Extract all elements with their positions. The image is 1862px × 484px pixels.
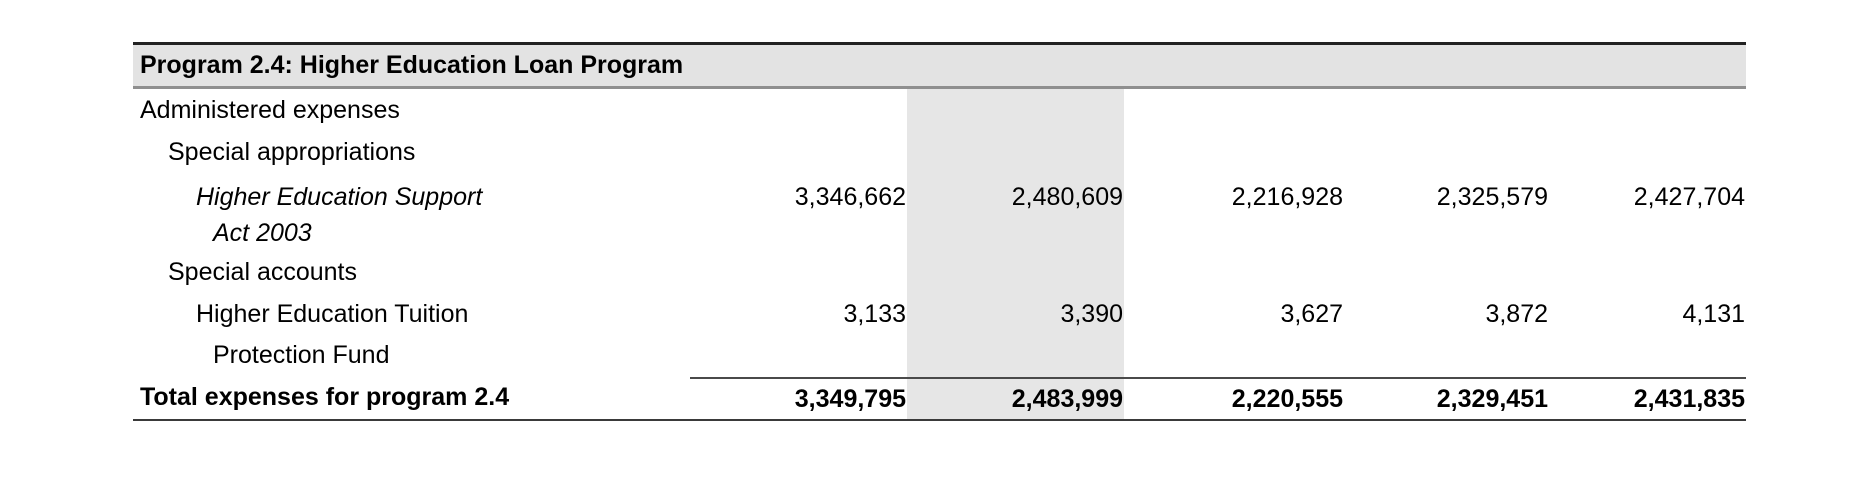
empty-cell xyxy=(1549,131,1746,173)
row-label: Special accounts xyxy=(168,258,358,286)
empty-cell xyxy=(1549,89,1746,131)
table-title: Program 2.4: Higher Education Loan Progr… xyxy=(133,45,1746,89)
row-tuition-protection-fund: Higher Education Tuition Protection Fund… xyxy=(133,293,1746,377)
total-value-cell: 2,329,451 xyxy=(1344,377,1549,419)
row-label-line2: Protection Fund xyxy=(213,341,390,369)
value-cell: 3,872 xyxy=(1485,300,1548,328)
row-label: Administered expenses xyxy=(140,96,400,124)
row-label-line2: Act 2003 xyxy=(213,219,312,247)
row-label-line1: Higher Education Support xyxy=(196,183,483,211)
empty-cell xyxy=(1344,131,1549,173)
empty-cell xyxy=(907,131,1124,173)
value-cell: 3,627 xyxy=(1280,300,1343,328)
value-cell: 3,346,662 xyxy=(794,183,906,211)
value-cell-highlighted: 3,390 xyxy=(1060,300,1123,328)
row-administered-expenses: Administered expenses xyxy=(133,89,1746,131)
empty-cell xyxy=(1124,89,1344,131)
row-label-line1: Higher Education Tuition xyxy=(196,300,469,328)
total-value-cell: 3,349,795 xyxy=(690,377,907,419)
row-special-appropriations: Special appropriations xyxy=(133,131,1746,173)
row-label: Higher Education Support Act 2003 xyxy=(133,179,690,251)
highlighted-column-band xyxy=(907,89,1124,419)
total-value-cell: 2,220,555 xyxy=(1124,377,1344,419)
value-cell: 4,131 xyxy=(1682,300,1745,328)
value-cell: 3,133 xyxy=(843,300,906,328)
value-cell: 2,216,928 xyxy=(1231,183,1343,211)
total-row-label: Total expenses for program 2.4 xyxy=(140,383,510,411)
empty-cell xyxy=(907,89,1124,131)
empty-cell xyxy=(690,131,907,173)
empty-cell xyxy=(690,251,907,293)
row-total-expenses: Total expenses for program 2.4 3,349,795… xyxy=(133,377,1746,419)
empty-cell xyxy=(1124,131,1344,173)
row-label: Higher Education Tuition Protection Fund xyxy=(133,294,690,377)
empty-cell xyxy=(1344,251,1549,293)
empty-cell xyxy=(690,89,907,131)
value-cell: 2,427,704 xyxy=(1633,183,1745,211)
program-2-4-expenses-table: Program 2.4: Higher Education Loan Progr… xyxy=(133,42,1746,421)
empty-cell xyxy=(1124,251,1344,293)
row-higher-education-support-act: Higher Education Support Act 2003 3,346,… xyxy=(133,173,1746,251)
value-cell: 2,325,579 xyxy=(1436,183,1548,211)
total-value-cell: 2,431,835 xyxy=(1549,377,1746,419)
empty-cell xyxy=(1344,89,1549,131)
empty-cell xyxy=(1549,251,1746,293)
value-cell-highlighted: 2,480,609 xyxy=(1011,183,1123,211)
row-label: Special appropriations xyxy=(168,138,416,166)
total-value-cell-highlighted: 2,483,999 xyxy=(907,377,1124,419)
empty-cell xyxy=(907,251,1124,293)
row-special-accounts: Special accounts xyxy=(133,251,1746,293)
